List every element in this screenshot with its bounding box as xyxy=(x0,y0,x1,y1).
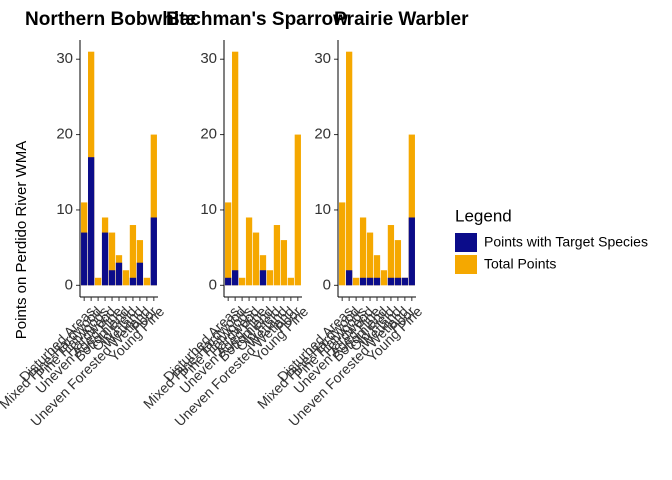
y-axis-title: Points on Perdido River WMA xyxy=(13,141,30,339)
legend-label: Total Points xyxy=(484,256,556,272)
bar xyxy=(352,277,360,286)
bar xyxy=(232,270,239,286)
bar xyxy=(238,277,246,286)
bar xyxy=(108,270,116,286)
y-tick-label: 20 xyxy=(314,126,331,143)
bar xyxy=(346,270,353,286)
panel-title: Prairie Warbler xyxy=(334,9,469,30)
bar xyxy=(94,277,102,286)
bar xyxy=(150,134,157,286)
legend-key xyxy=(455,255,477,274)
bar xyxy=(387,225,395,286)
legend-label: Points with Target Species xyxy=(484,234,648,250)
bar xyxy=(115,262,123,286)
bar xyxy=(225,277,232,286)
bar xyxy=(408,134,415,286)
y-tick-label: 0 xyxy=(209,276,217,293)
bar xyxy=(287,277,294,286)
bar xyxy=(88,157,95,286)
bar xyxy=(394,277,402,286)
bar xyxy=(150,217,157,286)
bar xyxy=(108,232,116,286)
bar xyxy=(359,217,367,286)
y-tick-label: 0 xyxy=(323,276,331,293)
y-tick-label: 20 xyxy=(200,126,217,143)
y-tick-label: 10 xyxy=(200,201,217,218)
bar xyxy=(143,277,150,286)
bar xyxy=(259,270,267,286)
bar xyxy=(122,270,130,286)
bar xyxy=(339,202,346,286)
panel-title: Northern Bobwhite xyxy=(25,9,196,30)
bar xyxy=(273,225,281,286)
bar xyxy=(366,277,374,286)
legend-title: Legend xyxy=(455,206,512,225)
bar xyxy=(129,225,137,286)
bar xyxy=(394,240,402,286)
bar xyxy=(136,240,144,286)
bar xyxy=(225,202,232,286)
y-tick-label: 30 xyxy=(314,50,331,67)
legend-key xyxy=(455,233,477,252)
bar xyxy=(366,232,374,286)
bar xyxy=(359,277,367,286)
bar xyxy=(387,277,395,286)
bar xyxy=(294,134,301,286)
bar xyxy=(373,255,381,286)
bar xyxy=(346,51,353,286)
bar xyxy=(401,277,408,286)
y-tick-label: 10 xyxy=(314,201,331,218)
panel-title: Bachman's Sparrow xyxy=(166,9,348,30)
bar xyxy=(408,217,415,286)
bar xyxy=(129,277,137,286)
bar xyxy=(380,270,388,286)
bar xyxy=(81,232,88,286)
y-tick-label: 20 xyxy=(56,126,73,143)
y-tick-label: 10 xyxy=(56,201,73,218)
y-tick-label: 30 xyxy=(200,50,217,67)
bar xyxy=(280,240,288,286)
bar xyxy=(252,232,260,286)
bar xyxy=(232,51,239,286)
y-tick-label: 30 xyxy=(56,50,73,67)
bar xyxy=(245,217,253,286)
bar xyxy=(373,277,381,286)
bar xyxy=(266,270,274,286)
bar xyxy=(101,232,109,286)
y-tick-label: 0 xyxy=(65,276,73,293)
bar xyxy=(136,262,144,286)
